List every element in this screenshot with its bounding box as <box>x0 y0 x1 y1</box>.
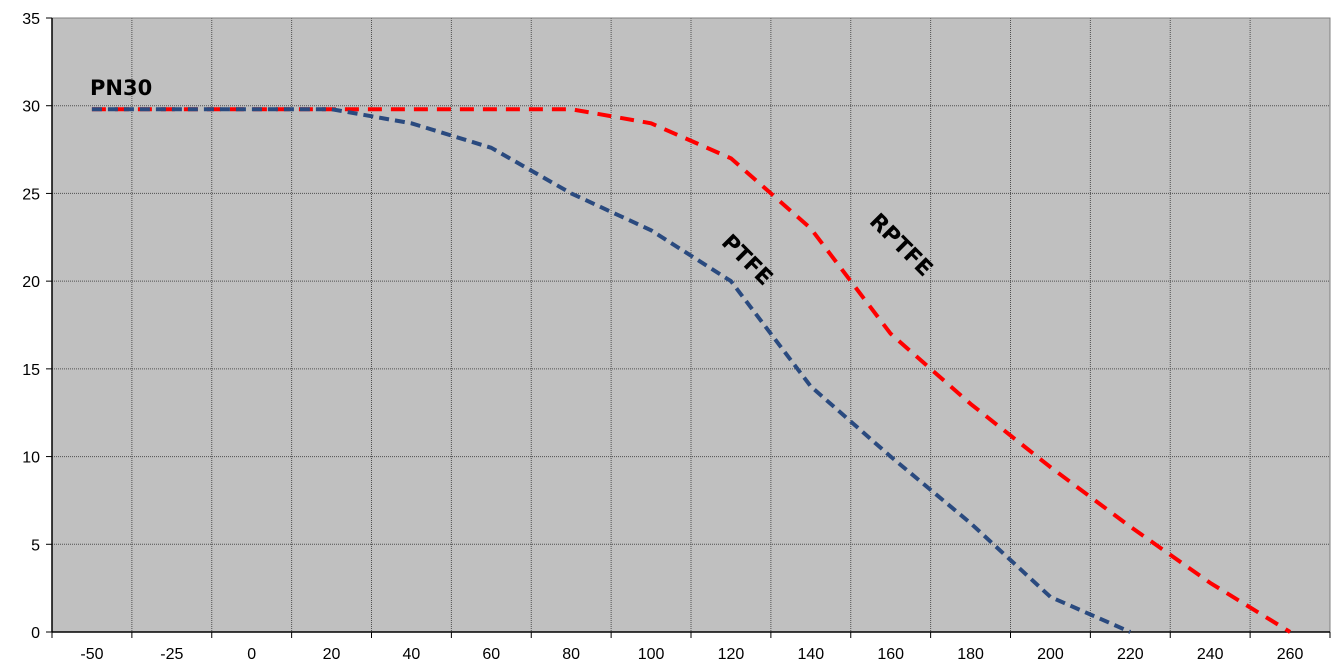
x-tick-label: 120 <box>718 646 745 663</box>
x-tick-label: -25 <box>160 646 183 663</box>
x-tick-label: 0 <box>247 646 256 663</box>
pn30-label: PN30 <box>90 76 152 100</box>
y-tick-label: 15 <box>22 362 40 379</box>
x-tick-label: -50 <box>80 646 103 663</box>
x-tick-label: 140 <box>797 646 824 663</box>
x-tick-label: 40 <box>403 646 421 663</box>
x-tick-label: 80 <box>562 646 580 663</box>
x-tick-label: 240 <box>1197 646 1224 663</box>
y-tick-label: 35 <box>22 11 40 28</box>
x-tick-label: 160 <box>877 646 904 663</box>
y-tick-label: 10 <box>22 450 40 467</box>
axis-tick-labels: -50 -25 0 20 40 60 80 100 120 140 160 180 200 220 240 2… <box>22 11 1303 663</box>
y-tick-label: 25 <box>22 186 40 203</box>
y-tick-label: 30 <box>22 99 40 116</box>
y-tick-label: 5 <box>31 537 40 554</box>
x-tick-label: 100 <box>638 646 665 663</box>
plot-area <box>46 17 1331 638</box>
y-tick-label: 20 <box>22 274 40 291</box>
x-tick-label: 60 <box>482 646 500 663</box>
x-tick-label: 20 <box>323 646 341 663</box>
x-tick-label: 200 <box>1037 646 1064 663</box>
y-tick-label: 0 <box>31 625 40 642</box>
series-lines <box>91 107 1292 634</box>
x-tick-label: 220 <box>1117 646 1144 663</box>
x-tick-label: 180 <box>957 646 984 663</box>
x-tick-label: 260 <box>1277 646 1304 663</box>
